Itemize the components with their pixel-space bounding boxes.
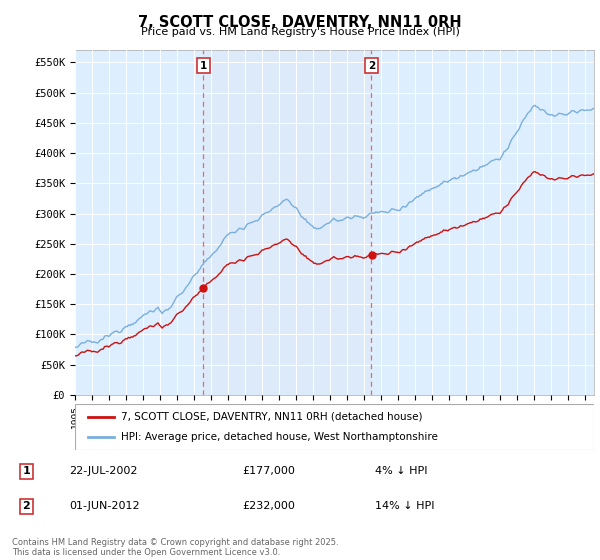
- Text: 7, SCOTT CLOSE, DAVENTRY, NN11 0RH (detached house): 7, SCOTT CLOSE, DAVENTRY, NN11 0RH (deta…: [121, 412, 422, 422]
- Text: 01-JUN-2012: 01-JUN-2012: [70, 501, 140, 511]
- Text: 22-JUL-2002: 22-JUL-2002: [70, 466, 138, 477]
- Text: 4% ↓ HPI: 4% ↓ HPI: [375, 466, 427, 477]
- Text: 14% ↓ HPI: 14% ↓ HPI: [375, 501, 434, 511]
- Text: Price paid vs. HM Land Registry's House Price Index (HPI): Price paid vs. HM Land Registry's House …: [140, 27, 460, 37]
- Text: 2: 2: [23, 501, 30, 511]
- Text: 2: 2: [368, 60, 375, 71]
- Text: £232,000: £232,000: [242, 501, 295, 511]
- Text: 1: 1: [200, 60, 207, 71]
- Bar: [203, 50, 371, 395]
- Text: £177,000: £177,000: [242, 466, 295, 477]
- Text: HPI: Average price, detached house, West Northamptonshire: HPI: Average price, detached house, West…: [121, 432, 437, 442]
- Text: 7, SCOTT CLOSE, DAVENTRY, NN11 0RH: 7, SCOTT CLOSE, DAVENTRY, NN11 0RH: [138, 15, 462, 30]
- Text: 1: 1: [23, 466, 30, 477]
- Text: Contains HM Land Registry data © Crown copyright and database right 2025.
This d: Contains HM Land Registry data © Crown c…: [12, 538, 338, 557]
